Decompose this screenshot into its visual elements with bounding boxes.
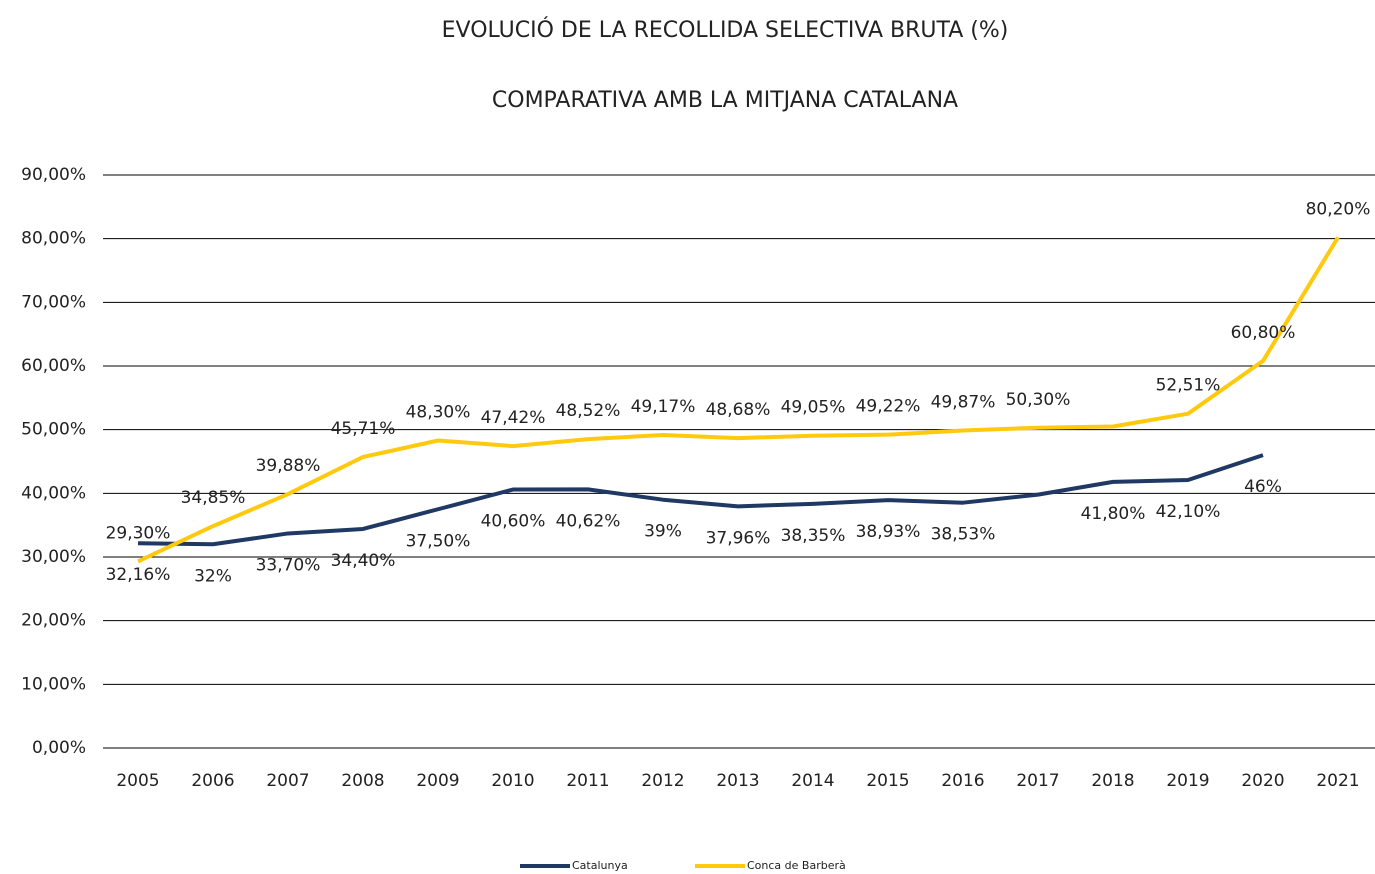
- series-line: [137, 236, 1340, 564]
- x-tick-label: 2007: [266, 771, 309, 791]
- data-label: 39,88%: [256, 456, 321, 476]
- data-label: 47,42%: [481, 408, 546, 428]
- x-tick-label: 2011: [566, 771, 609, 791]
- data-label: 32,16%: [106, 565, 171, 585]
- data-label: 41,80%: [1081, 504, 1146, 524]
- series-line: [137, 453, 1264, 547]
- legend-label: Catalunya: [572, 859, 628, 872]
- data-label: 60,80%: [1231, 323, 1296, 343]
- data-label: 40,60%: [481, 512, 546, 532]
- y-tick-label: 60,00%: [21, 356, 86, 376]
- x-tick-label: 2008: [341, 771, 384, 791]
- data-label: 80,20%: [1306, 199, 1371, 219]
- data-label: 38,53%: [931, 525, 996, 545]
- x-tick-label: 2016: [941, 771, 984, 791]
- data-label: 49,87%: [931, 392, 996, 412]
- y-tick-label: 90,00%: [21, 165, 86, 185]
- x-tick-label: 2010: [491, 771, 534, 791]
- data-label: 49,22%: [856, 397, 921, 417]
- data-label: 39%: [644, 522, 682, 542]
- data-label: 45,71%: [331, 419, 396, 439]
- data-label: 49,17%: [631, 397, 696, 417]
- data-label: 50,30%: [1006, 390, 1071, 410]
- y-tick-label: 50,00%: [21, 420, 86, 440]
- x-tick-label: 2006: [191, 771, 234, 791]
- y-tick-label: 40,00%: [21, 483, 86, 503]
- x-tick-label: 2021: [1316, 771, 1359, 791]
- data-label: 49,05%: [781, 398, 846, 418]
- y-tick-label: 70,00%: [21, 292, 86, 312]
- data-label: 42,10%: [1156, 502, 1221, 522]
- data-label: 48,68%: [706, 400, 771, 420]
- x-tick-label: 2017: [1016, 771, 1059, 791]
- legend-label: Conca de Barberà: [747, 859, 846, 872]
- data-label: 46%: [1244, 477, 1282, 497]
- x-tick-label: 2020: [1241, 771, 1284, 791]
- x-tick-label: 2019: [1166, 771, 1209, 791]
- data-label: 52,51%: [1156, 376, 1221, 396]
- data-label: 33,70%: [256, 555, 321, 575]
- data-label: 48,30%: [406, 402, 471, 422]
- x-tick-label: 2018: [1091, 771, 1134, 791]
- y-tick-label: 20,00%: [21, 611, 86, 631]
- data-label: 38,35%: [781, 526, 846, 546]
- data-label: 34,40%: [331, 551, 396, 571]
- data-label: 34,85%: [181, 488, 246, 508]
- chart-title: EVOLUCIÓ DE LA RECOLLIDA SELECTIVA BRUTA…: [442, 17, 1009, 43]
- data-label: 38,93%: [856, 522, 921, 542]
- data-label: 29,30%: [106, 523, 171, 543]
- y-tick-label: 30,00%: [21, 547, 86, 567]
- x-tick-label: 2015: [866, 771, 909, 791]
- x-tick-label: 2005: [116, 771, 159, 791]
- x-tick-label: 2013: [716, 771, 759, 791]
- chart-subtitle: COMPARATIVA AMB LA MITJANA CATALANA: [492, 88, 958, 113]
- data-label: 32%: [194, 566, 232, 586]
- y-tick-label: 0,00%: [32, 738, 86, 758]
- x-tick-label: 2012: [641, 771, 684, 791]
- y-tick-label: 10,00%: [21, 674, 86, 694]
- data-label: 40,62%: [556, 511, 621, 531]
- data-label: 48,52%: [556, 401, 621, 421]
- x-tick-label: 2014: [791, 771, 834, 791]
- data-label: 37,96%: [706, 528, 771, 548]
- y-tick-label: 80,00%: [21, 229, 86, 249]
- x-tick-label: 2009: [416, 771, 459, 791]
- data-label: 37,50%: [406, 531, 471, 551]
